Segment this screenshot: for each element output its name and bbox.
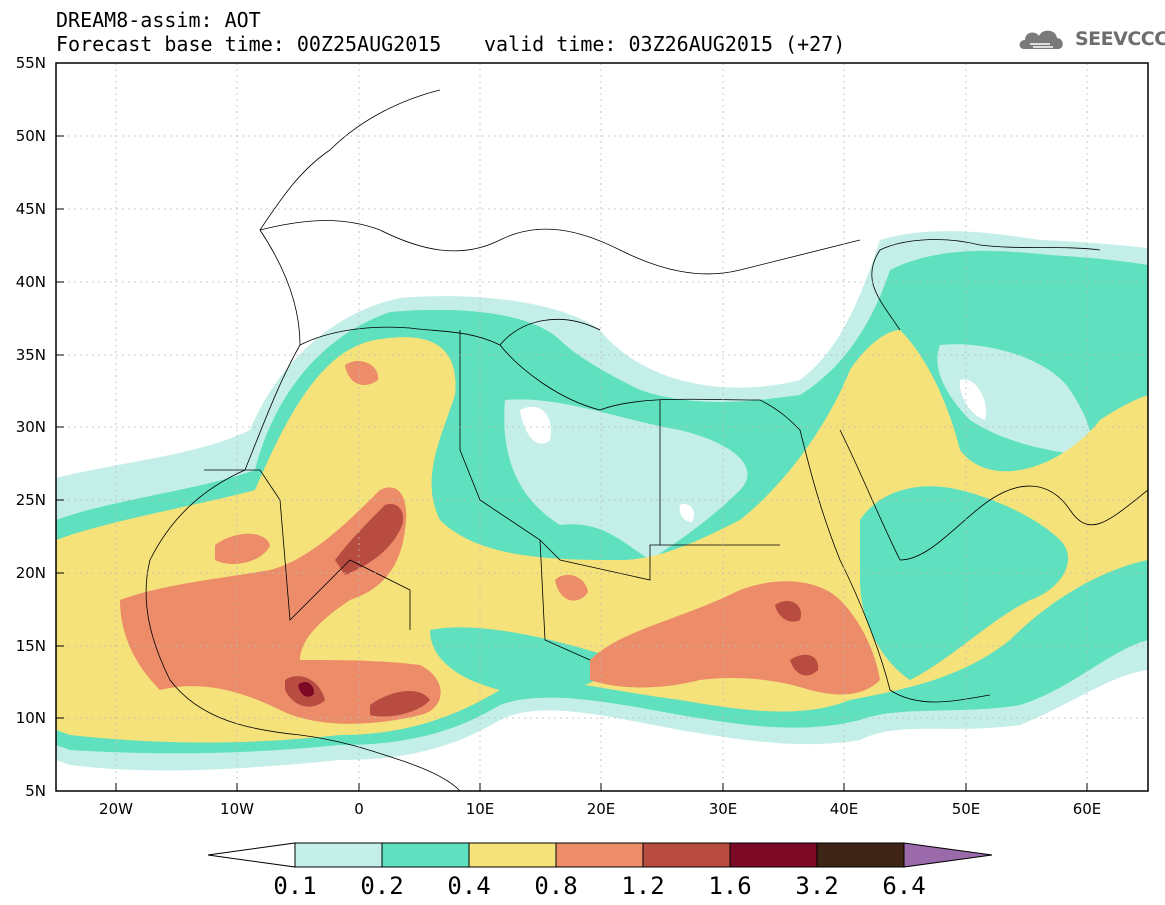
lat-label: 35N	[15, 346, 46, 364]
lat-label: 15N	[15, 637, 46, 655]
lat-label: 5N	[25, 782, 46, 800]
lon-label: 20E	[586, 800, 616, 818]
lon-label: 20W	[99, 800, 133, 818]
map-title: DREAM8-assim: AOT	[56, 8, 261, 32]
logo-text: SEEVCCC	[1075, 28, 1165, 50]
valid-time: valid time: 03Z26AUG2015 (+27)	[484, 32, 846, 56]
lat-label: 50N	[15, 127, 46, 145]
axis-ticks	[56, 62, 1088, 792]
aot-band-1.6	[298, 681, 315, 697]
lon-label: 10W	[220, 800, 254, 818]
colorbar-cell	[729, 842, 818, 868]
colorbar-label: 6.4	[882, 872, 926, 900]
lat-label: 25N	[15, 491, 46, 509]
colorbar-label: 0.1	[273, 872, 317, 900]
colorbar-cell	[468, 842, 557, 868]
colorbar-label: 1.2	[621, 872, 665, 900]
aot-field	[56, 231, 1148, 771]
colorbar-cell	[816, 842, 905, 868]
colorbar-label: 0.4	[447, 872, 491, 900]
colorbar-cell	[642, 842, 731, 868]
lat-label: 40N	[15, 273, 46, 291]
lat-label: 30N	[15, 418, 46, 436]
colorbar-label: 3.2	[795, 872, 839, 900]
gridlines	[56, 63, 1148, 791]
lon-label: 10E	[465, 800, 495, 818]
cloud-logo-icon	[1019, 30, 1063, 49]
forecast-base-time: Forecast base time: 00Z25AUG2015	[56, 32, 442, 56]
colorbar-label: 0.2	[360, 872, 404, 900]
colorbar-cell	[381, 842, 470, 868]
lat-label: 45N	[15, 200, 46, 218]
lon-label: 0	[354, 800, 364, 818]
lat-label: 55N	[15, 54, 46, 72]
lon-label: 50E	[951, 800, 981, 818]
colorbar-cell	[207, 842, 296, 868]
lat-label: 20N	[15, 564, 46, 582]
colorbar-label: 1.6	[708, 872, 752, 900]
colorbar-cell	[903, 842, 993, 868]
lat-label: 10N	[15, 709, 46, 727]
aot-band-1.2	[335, 504, 404, 575]
lon-label: 30E	[708, 800, 738, 818]
lon-label: 60E	[1072, 800, 1102, 818]
coastlines	[145, 89, 1148, 791]
colorbar-label: 0.8	[534, 872, 578, 900]
colorbar-cell	[555, 842, 644, 868]
colorbar-cell	[294, 842, 383, 868]
lon-label: 40E	[829, 800, 859, 818]
